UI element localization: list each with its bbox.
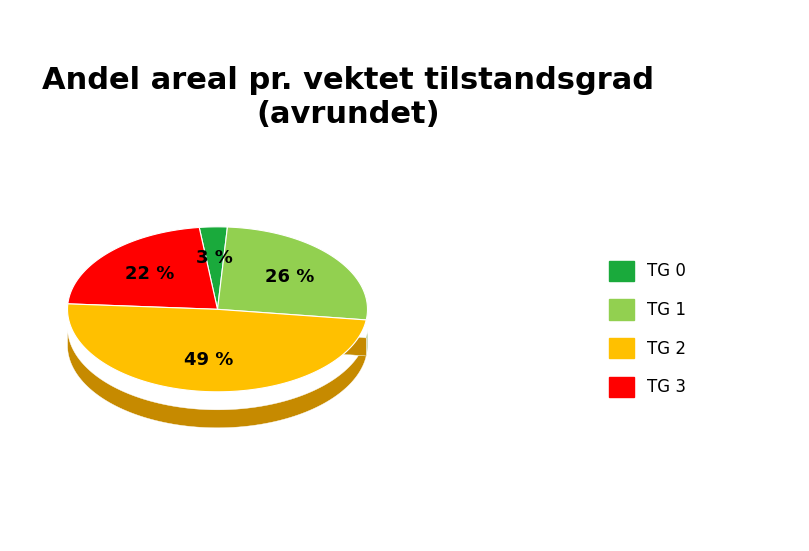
Polygon shape: [218, 327, 366, 356]
Text: 3 %: 3 %: [197, 249, 233, 267]
Text: Andel areal pr. vektet tilstandsgrad
(avrundet): Andel areal pr. vektet tilstandsgrad (av…: [42, 66, 654, 129]
Polygon shape: [67, 304, 366, 392]
Text: 22 %: 22 %: [125, 265, 175, 283]
Text: 49 %: 49 %: [184, 351, 233, 369]
Legend: TG 0, TG 1, TG 2, TG 3: TG 0, TG 1, TG 2, TG 3: [602, 254, 693, 404]
Polygon shape: [68, 329, 366, 428]
Polygon shape: [218, 227, 367, 320]
Text: 26 %: 26 %: [265, 268, 314, 286]
Polygon shape: [68, 228, 218, 309]
Polygon shape: [366, 328, 367, 356]
Polygon shape: [199, 227, 227, 309]
Polygon shape: [218, 327, 366, 356]
